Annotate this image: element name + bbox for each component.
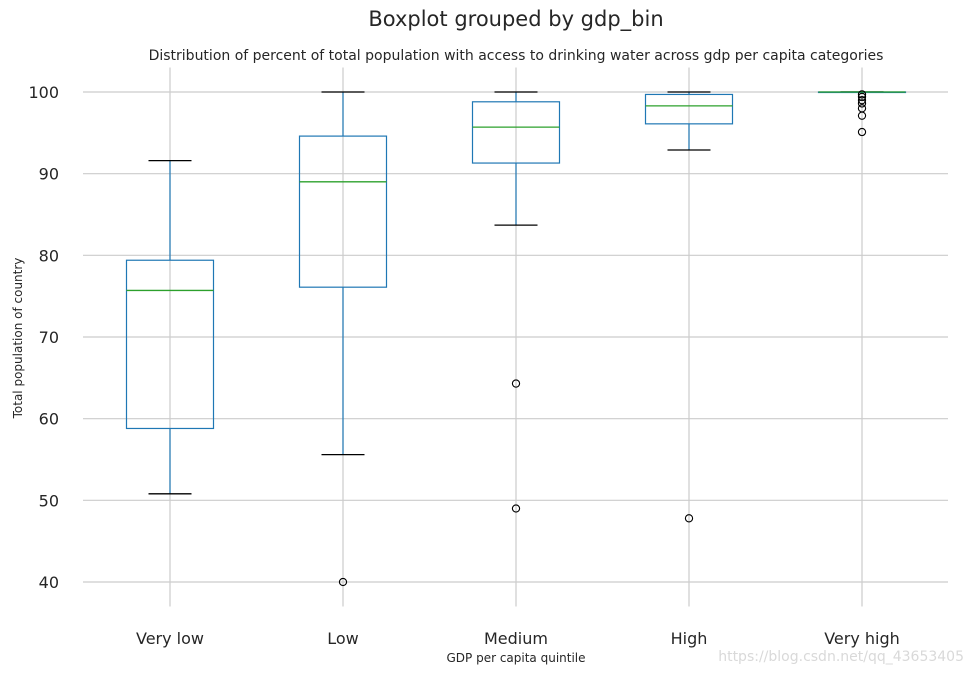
x-tick-label: Very low <box>136 629 204 648</box>
y-tick-label: 40 <box>39 573 59 592</box>
boxes <box>125 90 907 587</box>
box-high <box>644 91 734 523</box>
outlier-point <box>857 92 867 102</box>
outlier-point <box>511 504 521 513</box>
y-axis-ticks: 40 50 60 70 80 90 100 <box>28 83 59 592</box>
y-tick-label: 50 <box>39 491 59 510</box>
outlier-point <box>511 379 521 388</box>
box <box>298 135 388 288</box>
x-axis-label: GDP per capita quintile <box>446 651 585 665</box>
chart-title: Distribution of percent of total populat… <box>149 48 884 64</box>
outlier-point <box>684 514 694 523</box>
y-tick-label: 90 <box>39 165 59 184</box>
outlier-point <box>338 577 348 587</box>
y-tick-label: 100 <box>28 83 59 102</box>
outlier-point <box>857 90 867 99</box>
box-very-low <box>125 159 215 495</box>
box-very-high <box>817 90 907 137</box>
grid <box>83 67 948 607</box>
outlier-point <box>857 111 867 120</box>
x-tick-label: Low <box>327 629 359 648</box>
y-axis-label: Total population of country <box>11 258 25 420</box>
outlier-point <box>857 99 867 108</box>
outlier-point <box>857 96 867 105</box>
x-axis-ticks: Very low Low Medium High Very high <box>136 629 900 648</box>
watermark: https://blog.csdn.net/qq_43653405 <box>718 649 964 665</box>
x-tick-label: Medium <box>484 629 548 648</box>
box <box>125 259 215 430</box>
box-medium <box>471 91 561 513</box>
x-tick-label: High <box>671 629 708 648</box>
y-tick-label: 80 <box>39 246 59 265</box>
x-tick-label: Very high <box>824 629 900 648</box>
chart-suptitle: Boxplot grouped by gdp_bin <box>368 7 663 32</box>
box-low <box>298 91 388 587</box>
y-tick-label: 60 <box>39 410 59 429</box>
box <box>644 93 734 125</box>
box <box>471 101 561 164</box>
outlier-point <box>857 127 867 137</box>
y-tick-label: 70 <box>39 328 59 347</box>
